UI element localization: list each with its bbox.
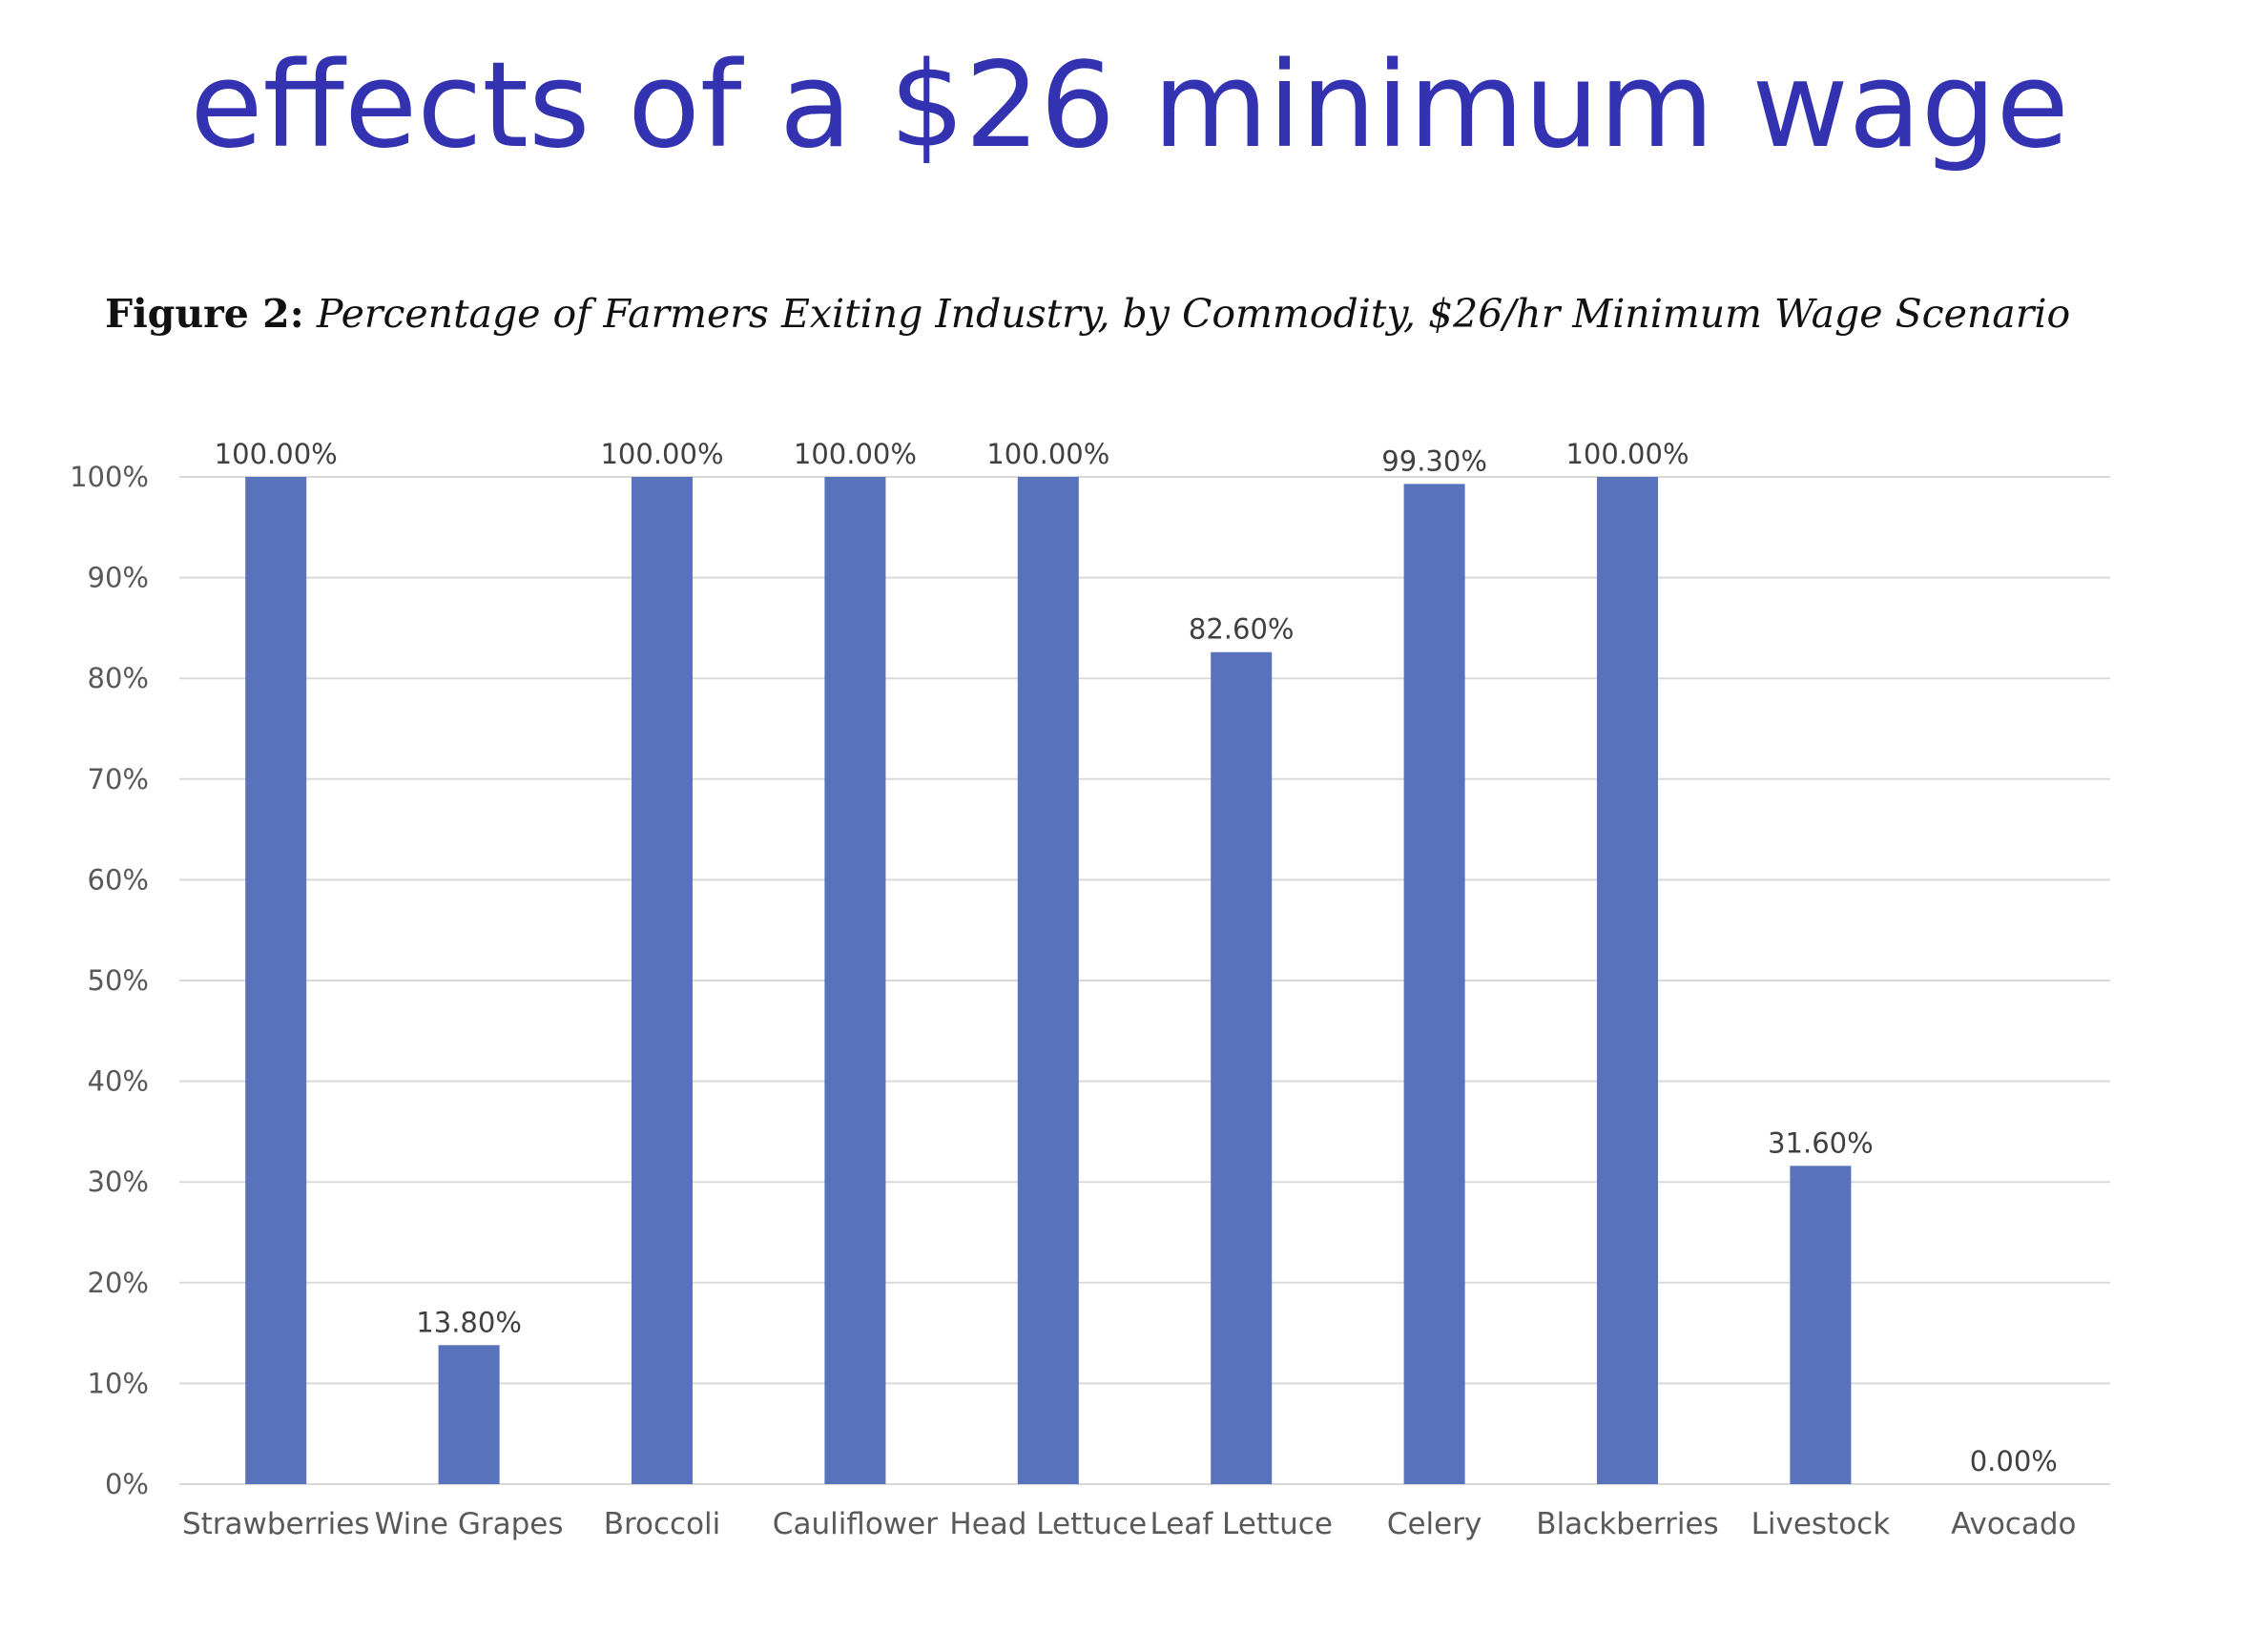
y-tick-label: 40% xyxy=(88,1065,149,1098)
gridlines xyxy=(179,476,2110,1485)
bars xyxy=(245,477,1852,1485)
y-tick-label: 90% xyxy=(88,562,149,594)
bar xyxy=(1597,477,1658,1484)
category-label: Broccoli xyxy=(604,1507,721,1541)
bar xyxy=(1017,477,1079,1484)
category-label: Leaf Lettuce xyxy=(1150,1507,1332,1541)
figure-label: Figure 2: xyxy=(105,291,304,337)
bar xyxy=(1790,1166,1852,1484)
bar-value-label: 100.00% xyxy=(986,438,1109,470)
y-tick-label: 10% xyxy=(88,1367,149,1399)
bar-value-label: 0.00% xyxy=(1970,1445,2058,1477)
y-tick-label: 30% xyxy=(88,1166,149,1198)
x-axis-categories: Strawberries Wine Grapes Broccoli Cauliflow… xyxy=(182,1507,2077,1541)
y-axis-ticks: 0% 10% 20% 30% 40% 50% 60% 70% 80% 90% 100% xyxy=(70,461,149,1500)
figure-caption: Figure 2: Percentage of Farmers Exiting … xyxy=(105,291,2070,337)
category-label: Celery xyxy=(1387,1507,1482,1541)
category-label: Head Lettuce xyxy=(949,1507,1147,1541)
bar xyxy=(438,1345,500,1484)
bar-value-label: 31.60% xyxy=(1768,1126,1874,1159)
y-tick-label: 60% xyxy=(88,863,149,896)
bar-value-label: 100.00% xyxy=(1565,438,1689,470)
bar xyxy=(245,477,307,1484)
data-labels: 100.00% 13.80% 100.00% 100.00% 100.00% 82.60%… xyxy=(215,438,2058,1477)
category-label: Cauliflower xyxy=(773,1507,938,1541)
bar-value-label: 82.60% xyxy=(1189,613,1295,646)
category-label: Blackberries xyxy=(1536,1507,1718,1541)
bar xyxy=(1403,484,1465,1485)
bar-value-label: 99.30% xyxy=(1381,444,1487,477)
bar-value-label: 100.00% xyxy=(794,438,917,470)
slide-title: effects of a $26 minimum wage xyxy=(190,37,2069,175)
y-tick-label: 70% xyxy=(88,763,149,795)
category-label: Avocado xyxy=(1951,1507,2076,1541)
bar xyxy=(632,477,693,1484)
figure-caption-text: Percentage of Farmers Exiting Industry, … xyxy=(316,291,2071,337)
bar-value-label: 13.80% xyxy=(416,1306,522,1338)
bar xyxy=(1211,651,1273,1484)
y-tick-label: 50% xyxy=(88,964,149,997)
category-label: Strawberries xyxy=(182,1507,369,1541)
y-tick-label: 20% xyxy=(88,1267,149,1299)
category-label: Wine Grapes xyxy=(375,1507,564,1541)
y-tick-label: 80% xyxy=(88,662,149,694)
bar-value-label: 100.00% xyxy=(600,438,723,470)
category-label: Livestock xyxy=(1751,1507,1891,1541)
y-tick-label: 0% xyxy=(105,1468,149,1500)
bar xyxy=(824,477,886,1484)
y-tick-label: 100% xyxy=(70,461,149,493)
bar-value-label: 100.00% xyxy=(215,438,338,470)
